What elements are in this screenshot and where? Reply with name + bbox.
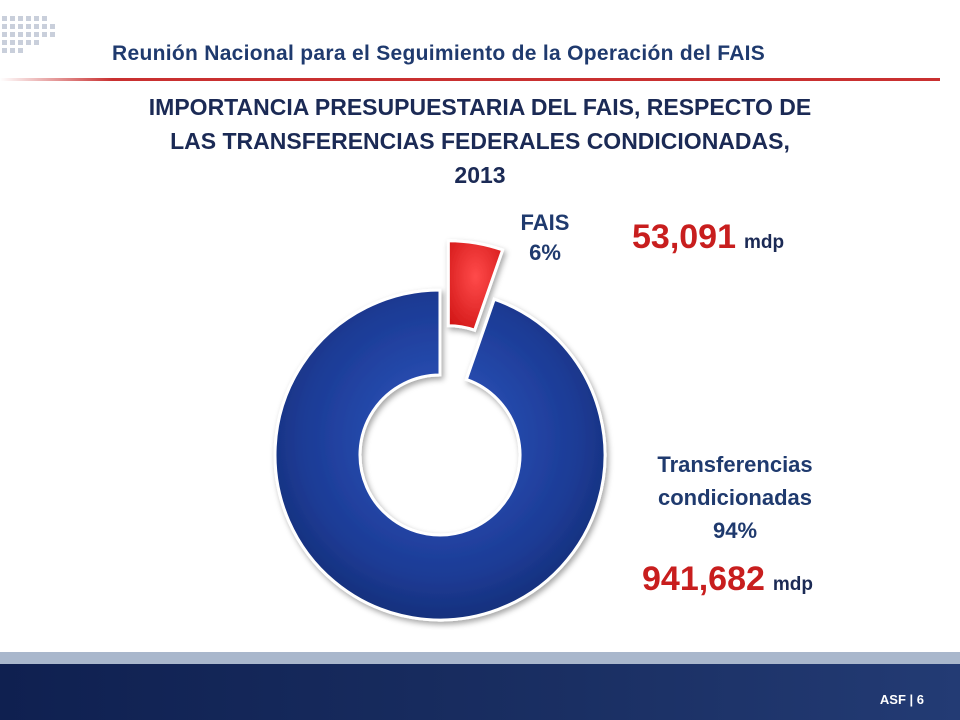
fais-percent-label: 6%: [529, 240, 561, 265]
fais-name-label: FAIS: [520, 210, 570, 235]
footer-page-label: ASF | 6: [879, 692, 924, 707]
transferencias-value-number: 941,682: [642, 560, 765, 598]
transferencias-percent-label: 94%: [712, 518, 758, 543]
slide-title-line-2: LAS TRANSFERENCIAS FEDERALES CONDICIONAD…: [170, 128, 790, 154]
transferencias-name-line-2: condicionadas: [657, 485, 813, 510]
donut-slice-fais: [446, 239, 505, 333]
fais-label: FAIS 6%: [505, 208, 585, 268]
transferencias-value: 941,682 mdp: [642, 560, 813, 599]
transferencias-value-unit: mdp: [772, 574, 814, 595]
fais-value-unit: mdp: [744, 232, 785, 253]
decorative-dots-icon: [2, 16, 55, 53]
donut-chart: [273, 239, 607, 622]
transferencias-name-line-1: Transferencias: [657, 452, 813, 477]
footer-dark-band: [0, 664, 960, 720]
slide-title: IMPORTANCIA PRESUPUESTARIA DEL FAIS, RES…: [40, 90, 920, 192]
header-title: Reunión Nacional para el Seguimiento de …: [112, 42, 766, 65]
header-divider: [0, 78, 940, 81]
fais-value: 53,091 mdp: [632, 218, 784, 257]
donut-slice-transferencias-condicionadas: [273, 288, 607, 622]
slide-title-line-3: 2013: [454, 162, 506, 188]
transferencias-label: Transferencias condicionadas 94%: [625, 448, 845, 547]
fais-value-number: 53,091: [632, 218, 736, 256]
slide-title-line-1: IMPORTANCIA PRESUPUESTARIA DEL FAIS, RES…: [148, 94, 812, 120]
